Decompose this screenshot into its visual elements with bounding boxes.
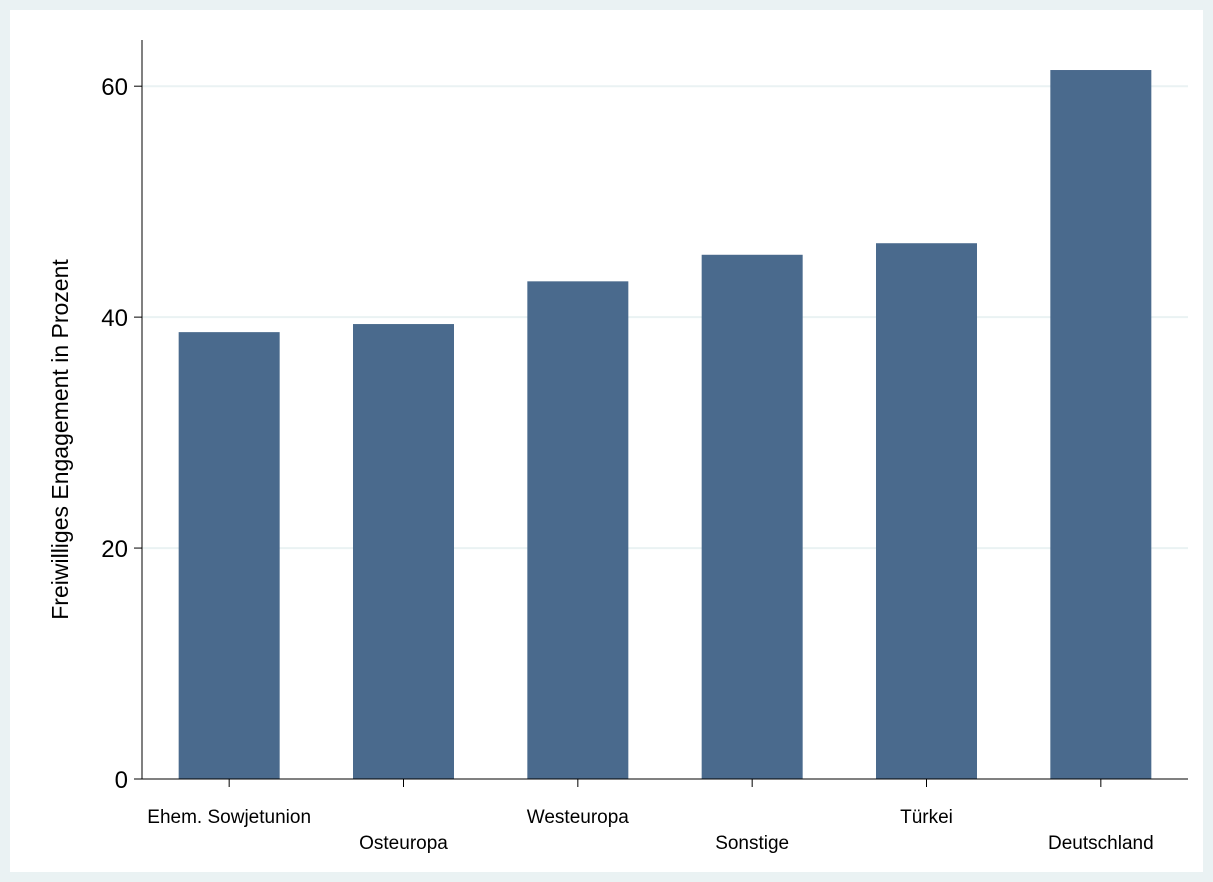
- x-tick-label: Türkei: [900, 807, 953, 828]
- y-tick-label: 40: [101, 305, 128, 332]
- bar-chart: 0 20 40 60 Ehem. Sowjetunion Osteuropa Westeu…: [47, 40, 1188, 854]
- bar: [353, 324, 454, 779]
- bar: [876, 243, 977, 780]
- bar: [1050, 70, 1152, 780]
- bars: [178, 70, 1152, 780]
- y-tick-label: 60: [101, 74, 128, 101]
- x-tick-label: Sonstige: [715, 833, 789, 854]
- y-tick-label: 20: [101, 536, 128, 563]
- chart-frame: 0 20 40 60 Ehem. Sowjetunion Osteuropa Westeu…: [10, 10, 1203, 872]
- bar: [527, 281, 629, 779]
- axes: [141, 40, 1188, 780]
- y-axis-label: Freiwilliges Engagement in Prozent: [47, 259, 73, 620]
- x-tick-label: Deutschland: [1048, 833, 1154, 854]
- y-ticks: 0 20 40 60: [101, 74, 142, 794]
- x-tick-label: Ehem. Sowjetunion: [147, 807, 311, 828]
- y-tick-label: 0: [115, 767, 128, 794]
- x-tick-label: Westeuropa: [527, 807, 630, 828]
- bar: [178, 332, 280, 779]
- x-ticks: Ehem. Sowjetunion Osteuropa Westeuropa Sons…: [147, 779, 1154, 854]
- gridlines: [142, 85, 1188, 550]
- bar: [701, 254, 803, 780]
- x-tick-label: Osteuropa: [359, 833, 448, 854]
